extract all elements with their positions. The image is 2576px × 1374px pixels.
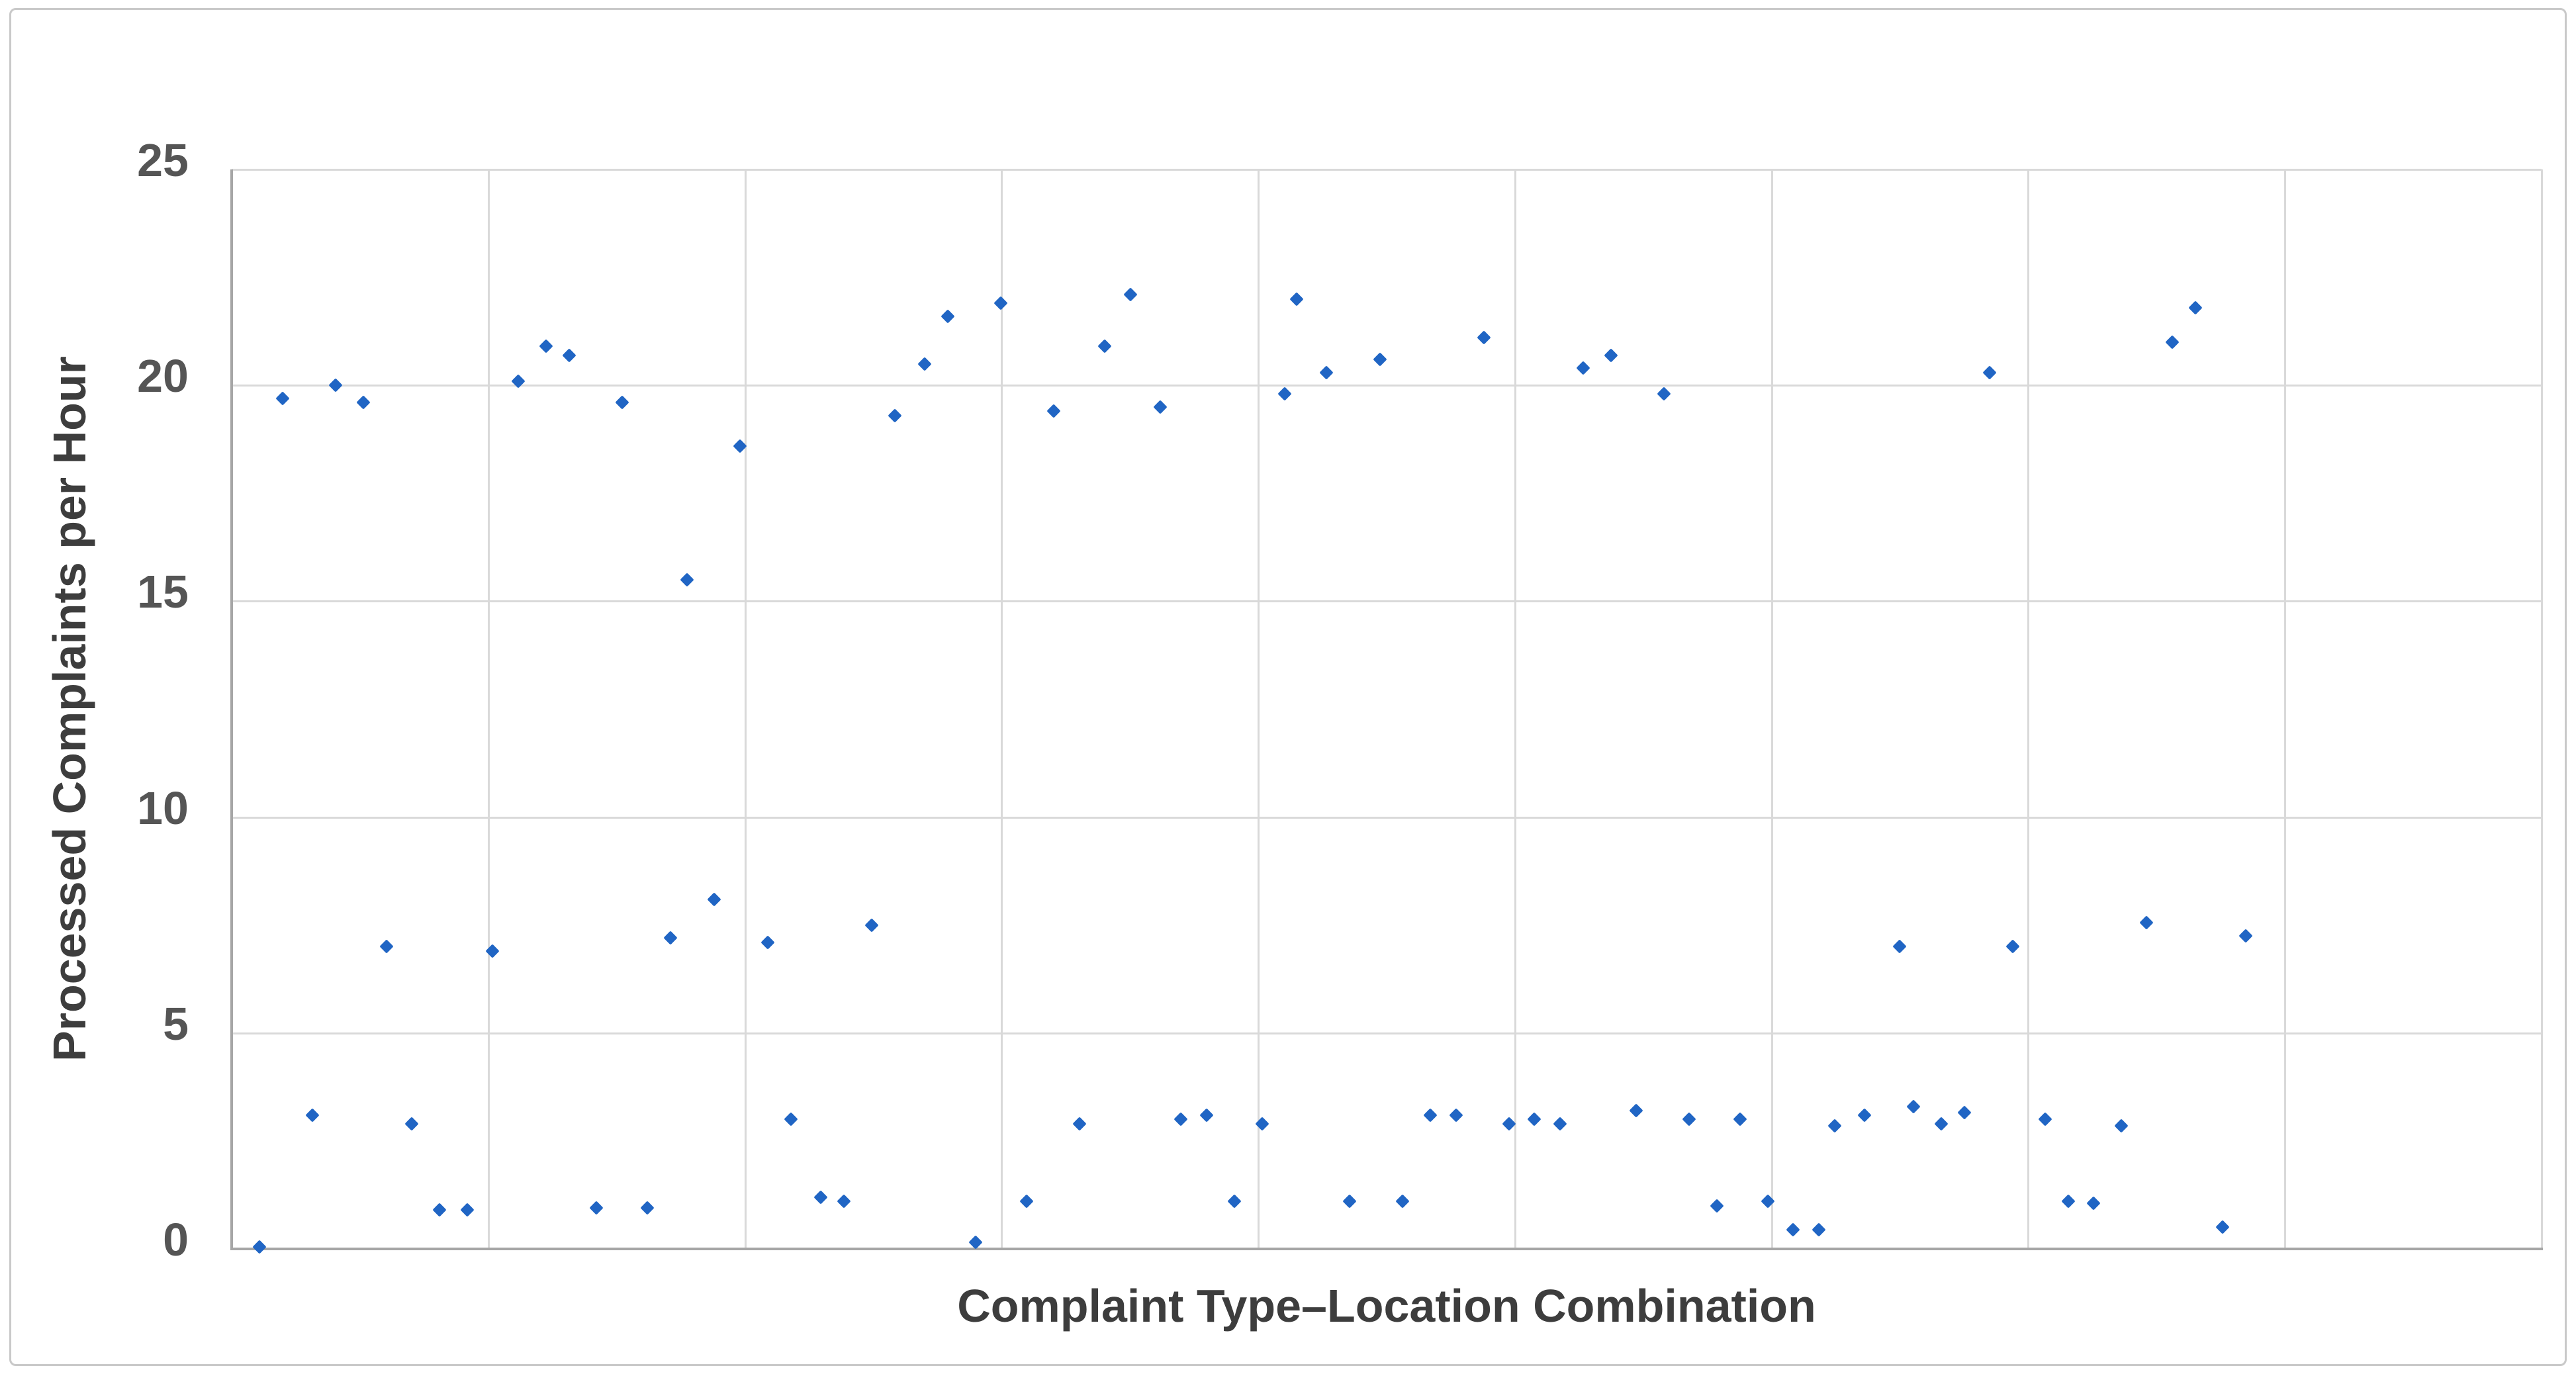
gridline-vertical [1514, 169, 1516, 1249]
y-tick-label: 20 [137, 350, 189, 402]
data-point [615, 395, 629, 410]
data-point [1423, 1108, 1438, 1122]
data-point [640, 1201, 655, 1215]
gridline-horizontal [232, 169, 2542, 171]
data-point [1982, 365, 1997, 380]
data-point [1682, 1112, 1696, 1126]
plot-area [230, 169, 2543, 1254]
gridline-vertical [744, 169, 747, 1249]
data-point [1786, 1222, 1800, 1237]
y-tick-label: 25 [137, 134, 189, 186]
data-point [1395, 1194, 1410, 1209]
data-point [561, 347, 576, 363]
gridline-vertical [487, 169, 490, 1249]
gridline-vertical [2541, 169, 2543, 1249]
data-point [760, 935, 775, 950]
data-point [2215, 1220, 2230, 1234]
data-point [864, 918, 879, 933]
y-tick-label: 10 [137, 782, 189, 834]
data-point [917, 356, 932, 371]
data-point [1710, 1199, 1724, 1213]
data-point [589, 1201, 604, 1215]
data-point [1527, 1112, 1541, 1126]
x-axis-line [230, 1248, 2543, 1250]
data-point [1199, 1108, 1214, 1122]
chart-frame: Processed Complaints per Hour Complaint … [9, 8, 2567, 1366]
data-point [1933, 1117, 1949, 1131]
gridline-horizontal [232, 600, 2542, 603]
data-point [1277, 387, 1293, 401]
data-point [813, 1190, 828, 1205]
gridline-horizontal [232, 816, 2542, 819]
data-point [1072, 1117, 1087, 1131]
data-point [1046, 404, 1062, 418]
data-point [1906, 1099, 1921, 1114]
data-point [328, 378, 343, 392]
y-tick-label: 5 [163, 997, 189, 1050]
data-point [1733, 1112, 1747, 1126]
data-point [404, 1117, 419, 1131]
data-point [1629, 1103, 1643, 1118]
data-point [2060, 1194, 2076, 1209]
gridline-vertical [2284, 169, 2287, 1249]
data-point [1289, 292, 1304, 306]
gridline-horizontal [232, 1032, 2542, 1034]
data-point [1956, 1105, 1972, 1121]
data-point [305, 1108, 320, 1122]
data-point [1097, 339, 1112, 354]
data-point [1019, 1194, 1034, 1209]
gridline-vertical [1001, 169, 1003, 1249]
data-point [1319, 365, 1334, 380]
data-point [1892, 939, 1907, 954]
gridline-vertical [1771, 169, 1773, 1249]
y-tick-label: 0 [163, 1214, 189, 1265]
data-point [356, 395, 371, 410]
data-point [1123, 287, 1138, 302]
data-point [1254, 1117, 1269, 1131]
gridline-vertical [2027, 169, 2030, 1249]
data-point [1173, 1112, 1188, 1126]
data-point [707, 892, 722, 907]
data-point [1603, 347, 1618, 363]
data-point [1827, 1119, 1842, 1133]
data-point [2187, 300, 2203, 315]
y-tick-label: 15 [137, 566, 189, 618]
data-point [252, 1240, 267, 1254]
data-point [1553, 1117, 1567, 1131]
data-point [1657, 387, 1671, 401]
data-point [432, 1203, 447, 1217]
data-point [1476, 330, 1491, 345]
y-axis-title: Processed Complaints per Hour [44, 356, 95, 1062]
y-axis-line [230, 169, 233, 1249]
data-point [1857, 1108, 1872, 1122]
data-point [379, 939, 394, 954]
data-point [837, 1194, 851, 1209]
data-point [2038, 1112, 2052, 1126]
data-point [539, 339, 553, 354]
data-point [663, 931, 678, 945]
data-point [1449, 1108, 1463, 1122]
data-point [1812, 1222, 1826, 1237]
data-point [888, 408, 902, 423]
data-point [2005, 939, 2020, 954]
data-point [1372, 352, 1387, 367]
data-point [1153, 400, 1168, 414]
data-point [993, 296, 1008, 310]
data-point [2139, 915, 2154, 931]
data-point [679, 572, 694, 587]
data-point [2238, 929, 2253, 943]
data-point [275, 391, 290, 406]
data-point [1342, 1194, 1357, 1209]
gridline-vertical [1258, 169, 1260, 1249]
data-point [460, 1203, 475, 1217]
data-point [941, 309, 955, 324]
data-point [783, 1112, 798, 1126]
x-axis-title: Complaint Type–Location Combination [957, 1280, 1816, 1332]
data-point [2114, 1119, 2129, 1133]
gridline-horizontal [232, 385, 2542, 387]
data-point [2164, 335, 2180, 349]
data-point [1576, 361, 1590, 375]
data-point [2086, 1196, 2101, 1211]
data-point [1227, 1194, 1242, 1209]
